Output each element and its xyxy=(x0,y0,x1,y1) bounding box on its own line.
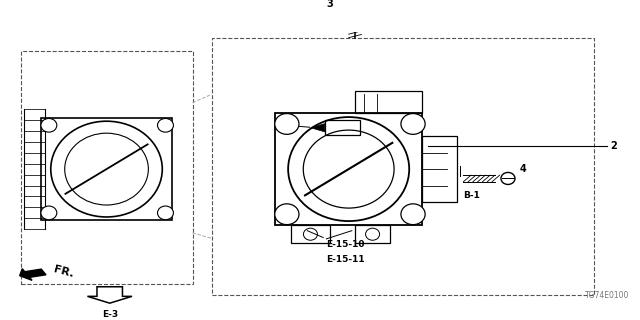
Text: 2: 2 xyxy=(610,141,617,151)
Text: 1: 1 xyxy=(280,120,287,130)
Polygon shape xyxy=(311,124,324,132)
FancyArrow shape xyxy=(20,269,46,280)
Polygon shape xyxy=(88,287,132,303)
Ellipse shape xyxy=(275,114,299,134)
Ellipse shape xyxy=(41,118,57,132)
Text: 4: 4 xyxy=(520,164,526,174)
Text: E-3: E-3 xyxy=(102,310,118,319)
Ellipse shape xyxy=(157,118,173,132)
Text: 3: 3 xyxy=(326,0,333,9)
Ellipse shape xyxy=(401,204,425,225)
Ellipse shape xyxy=(157,206,173,220)
Text: E-15-11: E-15-11 xyxy=(326,255,365,264)
Ellipse shape xyxy=(275,204,299,225)
Ellipse shape xyxy=(41,206,57,220)
Ellipse shape xyxy=(348,6,362,18)
Text: TG74E0100: TG74E0100 xyxy=(585,292,629,300)
Ellipse shape xyxy=(401,114,425,134)
Text: E-15-10: E-15-10 xyxy=(326,240,365,249)
Ellipse shape xyxy=(501,172,515,184)
Text: FR.: FR. xyxy=(52,264,75,279)
Text: B-1: B-1 xyxy=(463,191,480,200)
